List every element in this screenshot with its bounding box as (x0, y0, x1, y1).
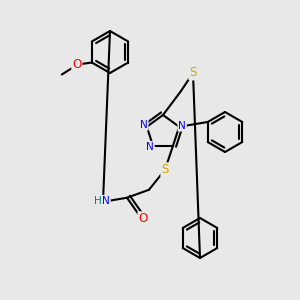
Text: N: N (146, 142, 154, 152)
Text: S: S (161, 163, 169, 176)
Text: N: N (140, 120, 148, 130)
Text: S: S (189, 67, 197, 80)
Text: H: H (94, 196, 102, 206)
Text: O: O (72, 58, 81, 71)
Text: N: N (102, 196, 110, 206)
Text: O: O (138, 212, 148, 225)
Text: N: N (178, 121, 186, 131)
